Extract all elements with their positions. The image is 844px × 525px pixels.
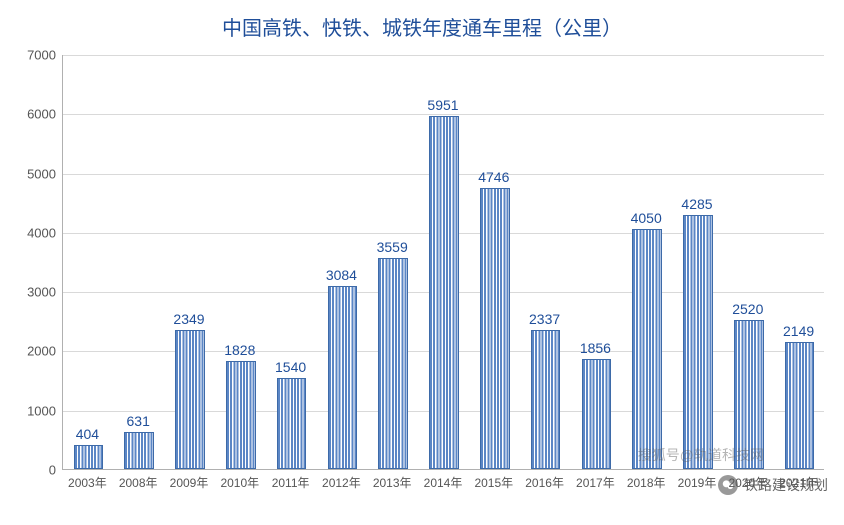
bar-value-label: 2520 [732, 301, 763, 317]
x-tick-label: 2016年 [525, 474, 564, 491]
bar [582, 359, 611, 469]
bar-value-label: 5951 [427, 97, 458, 113]
x-tick-label: 2013年 [373, 474, 412, 491]
x-tick-label: 2017年 [576, 474, 615, 491]
gridline [63, 55, 824, 56]
bar-value-label: 631 [127, 413, 150, 429]
bar [683, 215, 712, 469]
y-tick-label: 5000 [6, 166, 56, 181]
x-tick-label: 2003年 [68, 474, 107, 491]
x-tick-label: 2020年 [728, 474, 767, 491]
bar-value-label: 4285 [681, 196, 712, 212]
y-tick-label: 0 [6, 463, 56, 478]
bar [226, 361, 255, 469]
bar [429, 116, 458, 469]
x-tick-label: 2012年 [322, 474, 361, 491]
x-tick-label: 2018年 [627, 474, 666, 491]
x-tick-label: 2008年 [119, 474, 158, 491]
bar [175, 330, 204, 469]
bar-value-label: 1540 [275, 359, 306, 375]
bar [74, 445, 103, 469]
bar-value-label: 3559 [377, 239, 408, 255]
bar-value-label: 2337 [529, 311, 560, 327]
bar [531, 330, 560, 469]
y-tick-label: 2000 [6, 344, 56, 359]
y-tick-label: 6000 [6, 107, 56, 122]
x-tick-label: 2014年 [424, 474, 463, 491]
chart-container: 中国高铁、快铁、城铁年度通车里程（公里） 搜狐号@轨道科技网 铁路建设规划 01… [0, 0, 844, 525]
bar-value-label: 3084 [326, 267, 357, 283]
x-tick-label: 2010年 [220, 474, 259, 491]
bar [632, 229, 661, 469]
bar [734, 320, 763, 469]
plot-area [62, 55, 824, 470]
bar [277, 378, 306, 469]
x-tick-label: 2015年 [474, 474, 513, 491]
y-tick-label: 3000 [6, 285, 56, 300]
chart-title: 中国高铁、快铁、城铁年度通车里程（公里） [0, 12, 844, 41]
x-tick-label: 2021年 [779, 474, 818, 491]
bar-value-label: 1828 [224, 342, 255, 358]
bar-value-label: 4746 [478, 169, 509, 185]
bar [124, 432, 153, 469]
x-tick-label: 2019年 [678, 474, 717, 491]
bar-value-label: 2149 [783, 323, 814, 339]
bar [328, 286, 357, 469]
bar [378, 258, 407, 469]
bar-value-label: 4050 [631, 210, 662, 226]
y-tick-label: 1000 [6, 403, 56, 418]
y-tick-label: 7000 [6, 48, 56, 63]
bar [785, 342, 814, 469]
bar-value-label: 404 [76, 426, 99, 442]
bar [480, 188, 509, 469]
gridline [63, 114, 824, 115]
bar-value-label: 1856 [580, 340, 611, 356]
bar-value-label: 2349 [173, 311, 204, 327]
x-tick-label: 2011年 [272, 474, 310, 491]
x-tick-label: 2009年 [170, 474, 209, 491]
y-tick-label: 4000 [6, 225, 56, 240]
